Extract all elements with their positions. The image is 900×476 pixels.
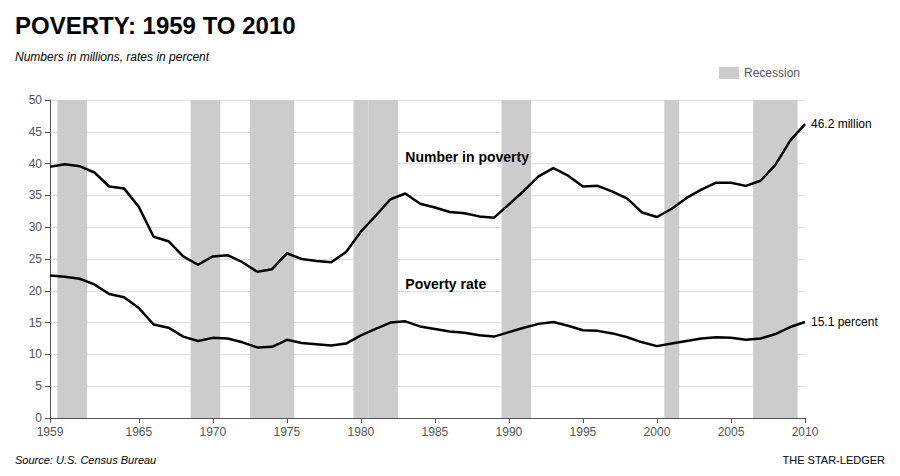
- svg-text:Numbers in millions, rates in: Numbers in millions, rates in percent: [15, 50, 210, 64]
- svg-text:45: 45: [29, 125, 43, 139]
- svg-text:1959: 1959: [37, 425, 64, 439]
- svg-text:40: 40: [29, 157, 43, 171]
- svg-text:POVERTY: 1959 TO 2010: POVERTY: 1959 TO 2010: [15, 12, 296, 39]
- svg-text:30: 30: [29, 220, 43, 234]
- svg-text:Poverty rate: Poverty rate: [405, 276, 486, 292]
- svg-text:2010: 2010: [792, 425, 819, 439]
- svg-text:2000: 2000: [644, 425, 671, 439]
- svg-text:50: 50: [29, 93, 43, 107]
- svg-text:1965: 1965: [125, 425, 152, 439]
- svg-text:1985: 1985: [422, 425, 449, 439]
- svg-text:20: 20: [29, 284, 43, 298]
- svg-text:1980: 1980: [348, 425, 375, 439]
- svg-text:1975: 1975: [274, 425, 301, 439]
- svg-text:35: 35: [29, 188, 43, 202]
- svg-text:15.1 percent: 15.1 percent: [811, 315, 878, 329]
- svg-text:0: 0: [35, 411, 42, 425]
- svg-text:Recession: Recession: [744, 66, 800, 80]
- svg-text:1990: 1990: [496, 425, 523, 439]
- svg-text:1970: 1970: [199, 425, 226, 439]
- svg-text:Source: U.S. Census Bureau: Source: U.S. Census Bureau: [15, 454, 156, 466]
- svg-text:25: 25: [29, 252, 43, 266]
- svg-text:15: 15: [29, 316, 43, 330]
- svg-text:THE STAR-LEDGER: THE STAR-LEDGER: [783, 454, 886, 466]
- svg-text:10: 10: [29, 347, 43, 361]
- svg-text:46.2 million: 46.2 million: [811, 117, 872, 131]
- svg-text:2005: 2005: [718, 425, 745, 439]
- svg-text:Number in poverty: Number in poverty: [405, 149, 529, 165]
- svg-text:1995: 1995: [570, 425, 597, 439]
- svg-text:5: 5: [35, 379, 42, 393]
